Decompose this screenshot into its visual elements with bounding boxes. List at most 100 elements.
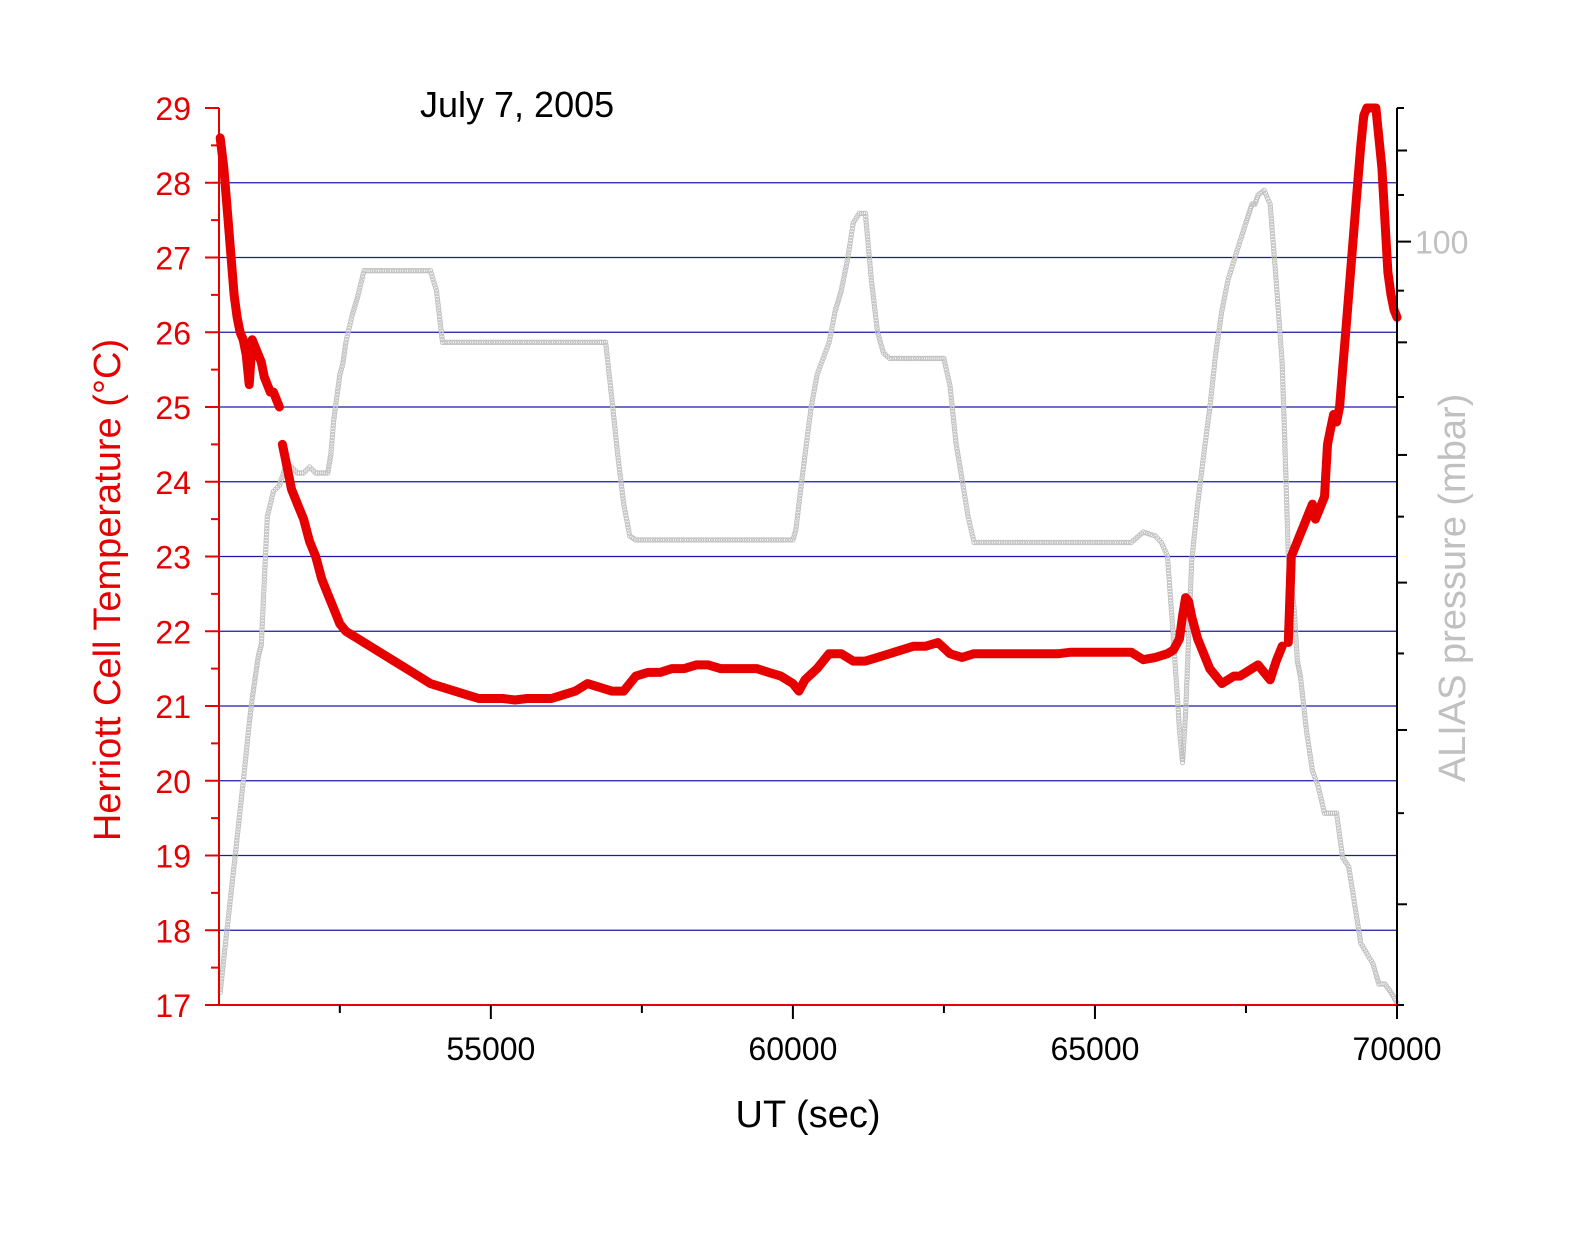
- pressure-point: [343, 339, 349, 345]
- pressure-point: [1311, 773, 1318, 779]
- pressure-point: [1268, 213, 1274, 219]
- pressure-point: [334, 388, 341, 395]
- pressure-point: [1173, 677, 1179, 683]
- pressure-point: [229, 881, 235, 887]
- pressure-point: [266, 505, 272, 511]
- pressure-point: [1284, 526, 1291, 532]
- pressure-point: [1371, 965, 1378, 972]
- pressure-point: [262, 558, 268, 564]
- pressure-point: [1283, 484, 1289, 491]
- pressure-point: [1000, 539, 1006, 546]
- pressure-point: [1181, 731, 1188, 737]
- pressure-point: [1304, 733, 1310, 739]
- pressure-point: [1192, 527, 1198, 533]
- pressure-point: [221, 950, 228, 956]
- pressure-point: [1304, 730, 1310, 736]
- pressure-point: [1268, 216, 1275, 222]
- pressure-point: [863, 216, 869, 222]
- pressure-point: [1234, 247, 1241, 253]
- pressure-point: [263, 528, 270, 535]
- pressure-point: [806, 417, 813, 423]
- pressure-point: [1191, 539, 1197, 545]
- pressure-point: [608, 388, 614, 394]
- pressure-point: [1168, 606, 1175, 612]
- pressure-point: [226, 910, 232, 916]
- pressure-point: [610, 408, 616, 415]
- pressure-point: [1272, 269, 1279, 275]
- pressure-point: [913, 355, 919, 362]
- pressure-point: [1297, 670, 1303, 676]
- pressure-point: [1227, 269, 1234, 275]
- pressure-point: [1283, 475, 1289, 482]
- pressure-point: [1253, 199, 1259, 205]
- pressure-point: [244, 741, 250, 747]
- pressure-point: [850, 222, 856, 229]
- pressure-point: [252, 672, 259, 678]
- pressure-point: [1170, 630, 1176, 636]
- pressure-point: [609, 394, 615, 400]
- pressure-point: [1339, 849, 1345, 855]
- pressure-point: [1283, 470, 1289, 476]
- pressure-point: [1199, 466, 1205, 473]
- pressure-point: [1275, 298, 1281, 305]
- pressure-point: [1280, 393, 1287, 399]
- pressure-point: [1201, 452, 1207, 458]
- pressure-point: [359, 276, 365, 282]
- pressure-point: [1172, 668, 1179, 674]
- pressure-point: [1226, 272, 1233, 278]
- pressure-point: [1180, 745, 1187, 751]
- pressure-point: [1188, 574, 1194, 580]
- pressure-point: [438, 325, 444, 331]
- pressure-point: [966, 519, 973, 526]
- pressure-point: [1269, 222, 1275, 228]
- pressure-point: [1314, 781, 1321, 788]
- pressure-point: [1269, 225, 1275, 231]
- pressure-point: [1166, 573, 1172, 580]
- pressure-point: [947, 388, 954, 395]
- pressure-point: [734, 537, 740, 543]
- pressure-point: [872, 306, 878, 312]
- pressure-point: [945, 374, 951, 381]
- pressure-point: [604, 351, 610, 357]
- pressure-point: [1293, 640, 1300, 646]
- pressure-point: [1312, 776, 1319, 782]
- pressure-point: [354, 295, 360, 301]
- pressure-point: [1211, 362, 1218, 368]
- pressure-point: [849, 225, 856, 232]
- pressure-point: [436, 310, 442, 317]
- pressure-point: [872, 312, 879, 318]
- pressure-point: [612, 423, 618, 429]
- pressure-point: [1350, 892, 1357, 899]
- pressure-point: [1196, 486, 1203, 493]
- pressure-point: [1175, 703, 1181, 710]
- pressure-point: [795, 506, 801, 513]
- pressure-point: [1205, 420, 1211, 426]
- pressure-point: [955, 454, 961, 460]
- pressure-point: [615, 458, 622, 464]
- pressure-point: [1220, 300, 1227, 306]
- pressure-point: [1184, 676, 1190, 683]
- pressure-point: [471, 339, 477, 345]
- pressure-point: [1278, 340, 1284, 346]
- pressure-point: [749, 537, 755, 543]
- pressure-point: [943, 363, 949, 370]
- pressure-point: [812, 383, 818, 389]
- pressure-point: [336, 377, 342, 384]
- pressure-point: [1220, 302, 1226, 309]
- pressure-point: [1197, 484, 1203, 490]
- pressure-point: [234, 838, 240, 844]
- pressure-point: [842, 269, 848, 275]
- pressure-point: [801, 458, 807, 464]
- pressure-point: [435, 299, 441, 305]
- pressure-point: [369, 268, 376, 274]
- pressure-point: [1210, 376, 1216, 382]
- pressure-point: [828, 331, 834, 337]
- pressure-point: [868, 275, 874, 281]
- pressure-point: [344, 333, 350, 340]
- pressure-point: [427, 268, 434, 274]
- pressure-point: [1204, 426, 1210, 432]
- pressure-point: [841, 271, 848, 278]
- pressure-point: [1241, 225, 1247, 231]
- pressure-point: [327, 457, 333, 463]
- pressure-point: [849, 228, 855, 235]
